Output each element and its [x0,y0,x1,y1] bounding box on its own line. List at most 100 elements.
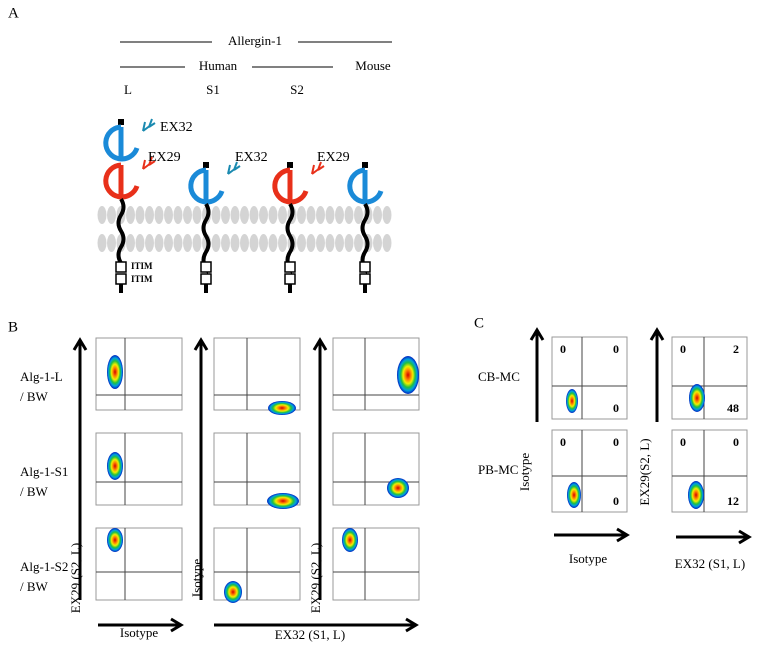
row-label: / BW [20,484,49,499]
row-label: / BW [20,579,49,594]
lipid [249,206,259,224]
ig-domain [103,124,140,162]
panel-letter: C [474,315,484,331]
y-axis-label: Isotype [517,453,532,492]
lipid [173,234,183,252]
lipid [183,206,192,224]
density-blob [566,389,578,413]
isoform-label: S1 [206,82,220,97]
lipid [354,234,363,252]
density-blob [267,493,299,509]
x-axis-label: EX32 (S1, L) [675,556,745,571]
lipid [107,234,116,252]
tip [118,119,124,125]
lipid [325,234,335,252]
axis-arrow [98,617,184,633]
density-blob [689,384,705,412]
lipid [183,234,192,252]
antibody-label: EX32 [160,120,193,135]
itim-box [284,261,296,273]
itim-box [200,273,212,285]
lipid [211,234,221,252]
lipid [145,234,154,252]
itim-box [115,261,127,273]
antibody [142,156,156,170]
axis-arrow [193,337,209,600]
density-blob [397,356,419,394]
lipid [154,234,164,252]
y-axis-label: EX29(S2, L) [637,438,652,505]
tip [287,162,293,168]
transmembrane [116,197,126,270]
axis-arrow [554,527,630,543]
density-blob [342,528,358,552]
quadrant-value: 0 [560,342,566,356]
ig-domain [103,162,140,200]
motif-label: ITIM [131,261,153,271]
row-label: Alg-1-S1 [20,464,68,479]
lipid [192,234,202,252]
membrane [97,206,392,252]
lipid [126,206,135,224]
y-axis-label: Isotype [189,559,204,598]
lipid [297,234,306,252]
isoform-label: L [124,82,132,97]
lipid [297,206,306,224]
quadrant-value: 0 [613,342,619,356]
itim-box [284,273,296,285]
lipid [240,206,249,224]
transmembrane [285,202,295,275]
plot-box [213,337,301,411]
lipid [344,234,354,252]
transmembrane [201,202,211,275]
lipid [306,206,316,224]
row-label: PB-MC [478,462,518,477]
lipid [306,234,316,252]
lipid [259,206,268,224]
lipid [335,206,344,224]
lipid [221,234,230,252]
lipid [373,234,382,252]
constructs [103,118,384,293]
y-axis-label: EX29 (S2, L) [308,543,323,613]
row-label: CB-MC [478,369,520,384]
y-axis-label: EX29 (S2, L) [68,543,83,613]
antibody-label: EX29 [317,150,350,165]
ig-domain [272,167,309,205]
ig-domain [188,167,225,205]
lipid [230,234,240,252]
lipid [221,206,230,224]
lipid [373,206,382,224]
x-axis-label: EX32 (S1, L) [275,627,345,642]
transmembrane [360,202,370,275]
x-axis-label: Isotype [569,551,608,566]
axis-arrow [649,327,665,422]
lipid [192,206,202,224]
row-label: Alg-1-L [20,369,63,384]
plot-box [551,336,628,420]
quadrant-value: 0 [680,435,686,449]
row-label: Alg-1-S2 [20,559,68,574]
lipid [97,206,107,224]
quadrant-value: 0 [613,401,619,415]
antibody [227,161,241,175]
lipid [154,206,164,224]
quadrant-value: 0 [680,342,686,356]
axis-arrow [72,337,88,600]
lipid [145,206,154,224]
axis-arrow [529,327,545,422]
antibody-label: EX32 [235,150,268,165]
lipid [240,234,249,252]
quadrant-value: 48 [727,401,739,415]
lipid [354,206,363,224]
itim-box [359,273,371,285]
lipid [135,234,145,252]
density-blob [268,401,296,415]
axis-arrow [312,337,328,600]
lipid [173,206,183,224]
ig-domain [347,167,384,205]
density-blob [224,581,242,603]
lipid [335,234,344,252]
lipid [211,206,221,224]
lipid [382,206,392,224]
